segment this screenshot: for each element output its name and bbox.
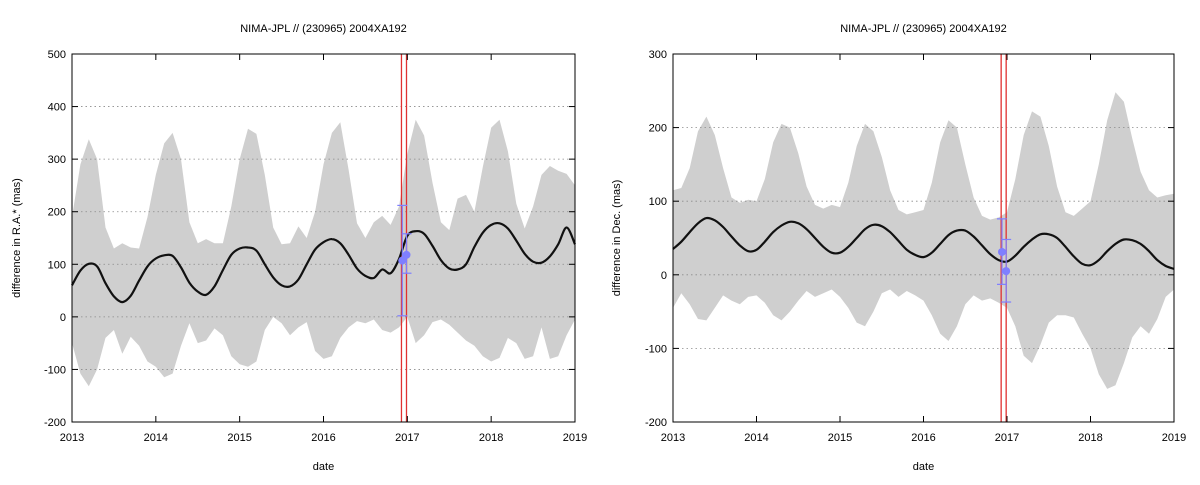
dec-chart-panel: -200 -100 0 100 200 300 2013 2014 2015 2016 2017 20… xyxy=(600,0,1200,480)
x-tick-label: 2014 xyxy=(744,432,768,444)
y-tick-label: -200 xyxy=(44,417,66,429)
y-tick-label: -100 xyxy=(44,364,66,376)
x-tick-label: 2019 xyxy=(1162,432,1186,444)
x-tick-label: 2019 xyxy=(563,432,587,444)
x-tick-label: 2013 xyxy=(661,432,685,444)
uncertainty-band xyxy=(673,92,1174,389)
observation-point xyxy=(398,256,407,265)
y-tick-label: 0 xyxy=(60,312,66,324)
y-tick-label: 200 xyxy=(48,207,66,219)
observation xyxy=(1001,238,1012,303)
observation xyxy=(996,218,1007,285)
mean-curve xyxy=(672,216,1175,270)
y-axis-label: difference in R.A.* (mas) xyxy=(11,178,23,298)
x-tick-label: 2015 xyxy=(828,432,852,444)
y-tick-label: 400 xyxy=(48,102,66,114)
x-tick-label: 2014 xyxy=(144,432,168,444)
y-tick-label: -100 xyxy=(645,343,667,355)
x-tick-label: 2018 xyxy=(1078,432,1102,444)
x-tick-label: 2016 xyxy=(911,432,935,444)
x-axis-label: date xyxy=(913,461,934,473)
y-tick-label: 100 xyxy=(649,196,667,208)
y-tick-label: 200 xyxy=(649,123,667,135)
observation-point xyxy=(997,247,1006,256)
x-tick-label: 2016 xyxy=(311,432,335,444)
observation-point xyxy=(402,250,411,259)
chart-title: NIMA-JPL // (230965) 2004XA192 xyxy=(240,23,407,35)
x-tick-label: 2017 xyxy=(395,432,419,444)
mean-curve xyxy=(71,221,577,304)
y-tick-label: 0 xyxy=(661,270,667,282)
chart-title: NIMA-JPL // (230965) 2004XA192 xyxy=(840,23,1007,35)
dec-chart: -200 -100 0 100 200 300 2013 2014 2015 2016 2017 20… xyxy=(611,23,1186,473)
ra-chart-panel: -200 -100 0 100 200 300 400 500 2013 2014 2015 2016… xyxy=(0,0,600,480)
y-tick-label: 300 xyxy=(649,49,667,61)
x-axis-label: date xyxy=(313,461,334,473)
uncertainty-band xyxy=(72,119,575,387)
y-tick-label: -200 xyxy=(645,417,667,429)
y-tick-label: 100 xyxy=(48,259,66,271)
observation xyxy=(401,233,412,274)
x-tick-label: 2017 xyxy=(995,432,1019,444)
y-tick-label: 500 xyxy=(48,49,66,61)
x-tick-label: 2015 xyxy=(227,432,251,444)
observation xyxy=(397,204,408,317)
y-tick-label: 300 xyxy=(48,154,66,166)
observation-point xyxy=(1002,267,1011,276)
y-axis-label: difference in Dec. (mas) xyxy=(611,180,623,297)
x-tick-label: 2013 xyxy=(60,432,84,444)
ra-chart: -200 -100 0 100 200 300 400 500 2013 2014 2015 2016… xyxy=(11,23,587,473)
x-tick-label: 2018 xyxy=(479,432,503,444)
